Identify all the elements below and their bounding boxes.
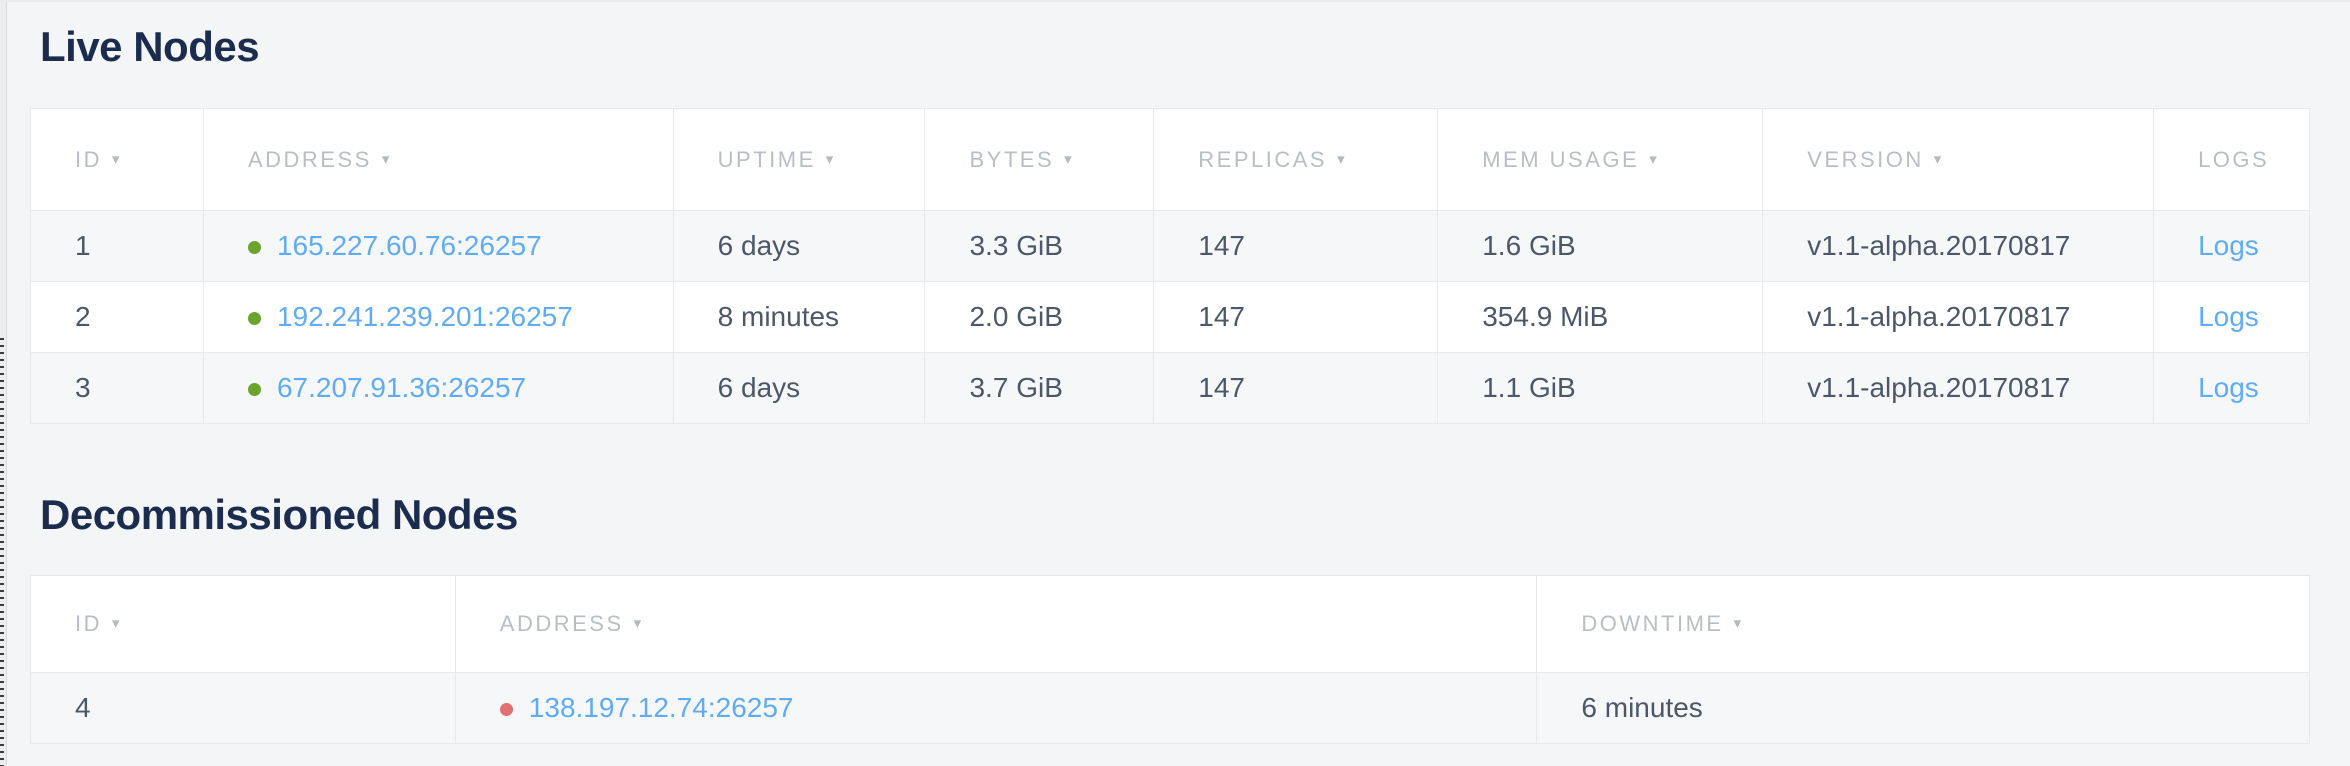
cell-node-address: 165.227.60.76:26257 (202, 210, 674, 282)
decommissioned-header-row: ID ▾ ADDRESS ▾ DOWNTIME ▾ (30, 575, 2310, 673)
column-header-uptime[interactable]: UPTIME ▾ (672, 108, 926, 211)
column-header-version[interactable]: VERSION ▾ (1762, 108, 2155, 211)
column-header-label: ID (75, 146, 102, 172)
sort-arrow-icon: ▾ (112, 615, 120, 632)
cell-node-address: 192.241.239.201:26257 (202, 281, 674, 353)
cell-node-id: 1 (30, 210, 204, 282)
sort-arrow-icon: ▾ (1733, 615, 1742, 632)
column-header-id[interactable]: ID ▾ (30, 108, 204, 211)
live-nodes-table: ID ▾ ADDRESS ▾ UPTIME ▾ BYTES ▾ REPLICAS ▾ ME… (30, 108, 2310, 424)
cell-node-address: 67.207.91.36:26257 (202, 352, 674, 424)
cell-mem-usage: 1.1 GiB (1437, 352, 1764, 424)
cell-bytes: 2.0 GiB (924, 281, 1155, 353)
column-header-label: LOGS (2198, 146, 2270, 172)
sort-arrow-icon: ▾ (112, 150, 120, 168)
cell-mem-usage: 354.9 MiB (1437, 281, 1764, 353)
column-header-label: ADDRESS (247, 146, 372, 172)
column-header-label: MEM USAGE (1482, 146, 1640, 172)
node-status-decommissioned-icon (499, 703, 513, 716)
sort-arrow-icon: ▾ (633, 615, 642, 632)
sort-arrow-icon: ▾ (1064, 150, 1072, 168)
cell-logs: Logs (2153, 281, 2310, 353)
cell-downtime: 6 minutes (1536, 672, 2310, 744)
cell-uptime: 8 minutes (672, 281, 926, 353)
cell-mem-usage: 1.6 GiB (1437, 210, 1764, 282)
cell-bytes: 3.3 GiB (924, 210, 1155, 282)
column-header-logs: LOGS (2153, 108, 2310, 211)
logs-link[interactable]: Logs (2198, 301, 2259, 332)
cell-version: v1.1-alpha.20170817 (1762, 281, 2155, 353)
cell-uptime: 6 days (672, 210, 926, 282)
cell-node-address: 138.197.12.74:26257 (454, 672, 1538, 744)
cell-logs: Logs (2153, 352, 2310, 424)
left-scrollbar-artifact (0, 2, 7, 766)
live-nodes-title: Live Nodes (40, 23, 260, 70)
cell-node-id: 4 (30, 672, 456, 744)
node-address-link[interactable]: 138.197.12.74:26257 (528, 692, 794, 723)
sort-arrow-icon: ▾ (1933, 150, 1942, 168)
column-header-label: BYTES (969, 146, 1055, 172)
live-header-row: ID ▾ ADDRESS ▾ UPTIME ▾ BYTES ▾ REPLICAS ▾ ME… (30, 108, 2310, 211)
cell-replicas: 147 (1153, 281, 1439, 353)
scrollbar-ticks (0, 338, 4, 766)
logs-link[interactable]: Logs (2198, 372, 2259, 403)
column-header-bytes[interactable]: BYTES ▾ (924, 108, 1155, 211)
sort-arrow-icon: ▾ (825, 150, 834, 168)
sort-arrow-icon: ▾ (1649, 150, 1657, 168)
node-address-link[interactable]: 192.241.239.201:26257 (276, 301, 573, 332)
cell-version: v1.1-alpha.20170817 (1762, 210, 2155, 282)
column-header-label: VERSION (1807, 146, 1924, 172)
column-header-address[interactable]: ADDRESS ▾ (454, 575, 1538, 673)
column-header-mem-usage[interactable]: MEM USAGE ▾ (1437, 108, 1764, 211)
cell-logs: Logs (2153, 210, 2310, 282)
column-header-label: REPLICAS (1198, 146, 1328, 172)
table-row: 1 165.227.60.76:26257 6 days 3.3 GiB 147… (30, 210, 2310, 282)
cell-replicas: 147 (1153, 210, 1439, 282)
column-header-downtime[interactable]: DOWNTIME ▾ (1536, 575, 2310, 673)
column-header-label: ADDRESS (499, 611, 624, 636)
node-status-live-icon (247, 312, 261, 325)
table-row: 4 138.197.12.74:26257 6 minutes (30, 672, 2310, 744)
node-status-live-icon (247, 241, 261, 254)
cell-node-id: 3 (30, 352, 204, 424)
sort-arrow-icon: ▾ (381, 150, 390, 168)
decommissioned-nodes-title: Decommissioned Nodes (40, 491, 518, 538)
sort-arrow-icon: ▾ (1337, 150, 1345, 168)
column-header-id[interactable]: ID ▾ (30, 575, 456, 673)
table-row: 2 192.241.239.201:26257 8 minutes 2.0 Gi… (30, 281, 2310, 353)
cell-node-id: 2 (30, 281, 204, 353)
cell-replicas: 147 (1153, 352, 1439, 424)
node-address-link[interactable]: 165.227.60.76:26257 (276, 230, 542, 261)
decommissioned-nodes-table: ID ▾ ADDRESS ▾ DOWNTIME ▾ 4 138.197.12.74:2… (30, 575, 2310, 744)
logs-link[interactable]: Logs (2198, 230, 2259, 261)
column-header-label: UPTIME (717, 146, 816, 172)
column-header-address[interactable]: ADDRESS ▾ (202, 108, 674, 211)
node-status-live-icon (247, 383, 261, 396)
column-header-label: ID (75, 611, 102, 636)
column-header-label: DOWNTIME (1581, 611, 1724, 636)
cell-bytes: 3.7 GiB (924, 352, 1155, 424)
cell-uptime: 6 days (672, 352, 926, 424)
cell-version: v1.1-alpha.20170817 (1762, 352, 2155, 424)
table-row: 3 67.207.91.36:26257 6 days 3.7 GiB 147 … (30, 352, 2310, 424)
node-address-link[interactable]: 67.207.91.36:26257 (276, 372, 527, 403)
column-header-replicas[interactable]: REPLICAS ▾ (1153, 108, 1439, 211)
